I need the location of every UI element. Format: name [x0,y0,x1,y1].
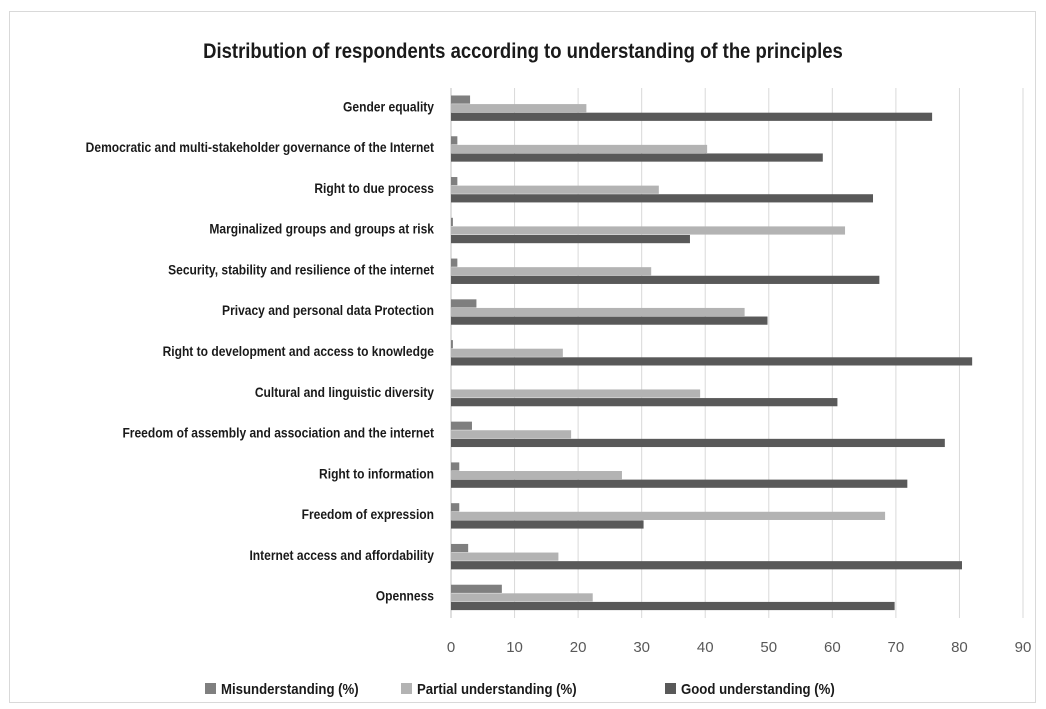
bar [451,430,572,439]
bar [451,95,471,104]
bar [451,267,652,276]
x-tick-label: 40 [697,639,714,656]
category-label: Right to development and access to knowl… [163,343,434,359]
bar [451,144,708,154]
x-tick-label: 60 [824,639,841,656]
bar [451,543,469,553]
legend-label: Misunderstanding (%) [221,680,359,697]
bar [451,503,460,512]
bar [451,479,908,488]
bar [451,561,962,570]
bar [451,104,587,113]
bar [451,438,945,448]
category-label: Internet access and affordability [249,547,434,563]
legend-item: Good understanding (%) [665,680,835,697]
bar [451,234,690,244]
bar [451,112,933,121]
x-tick-label: 70 [888,639,905,656]
legend-swatch [665,683,676,694]
category-label: Democratic and multi-stakeholder governa… [86,139,435,155]
bar [451,194,874,203]
bar [451,389,701,398]
bar [451,593,593,602]
category-label: Right to due process [314,180,434,196]
category-label: Privacy and personal data Protection [222,302,434,318]
bar [451,185,659,194]
chart-title: Distribution of respondents according to… [203,40,843,63]
x-tick-label: 80 [951,639,968,656]
bar [451,226,846,235]
bar [451,275,880,284]
bar [451,601,895,611]
category-label: Openness [376,588,434,604]
bar [451,471,622,480]
bar [451,136,458,145]
bar [451,552,559,561]
bar [451,340,453,349]
legend-item: Misunderstanding (%) [205,680,359,697]
x-tick-label: 10 [506,639,523,656]
legend-swatch [205,683,216,694]
bar [451,511,886,520]
bar [451,153,823,162]
legend-label: Partial understanding (%) [417,680,577,697]
bar [451,217,453,226]
bar [451,357,973,366]
chart-frame [9,11,1036,703]
bar [451,258,458,267]
bar [451,398,838,407]
x-tick-label: 90 [1015,639,1032,656]
x-tick-label: 20 [570,639,587,656]
bars [451,95,973,611]
category-labels: Gender equality Democratic and multi-stak… [86,99,435,604]
bar [451,299,477,308]
x-tick-label: 0 [447,639,455,656]
x-tick-label: 50 [760,639,777,656]
category-label: Right to information [319,465,434,481]
bar [451,421,472,430]
bar [451,316,768,325]
category-label: Gender equality [343,99,435,115]
bar [451,348,563,357]
category-label: Freedom of expression [302,506,434,522]
bar [451,307,745,317]
legend-label: Good understanding (%) [681,680,835,697]
bar [451,584,502,593]
legend-item: Partial understanding (%) [401,680,577,697]
category-label: Security, stability and resilience of th… [168,262,434,278]
category-label: Cultural and linguistic diversity [255,384,435,400]
bar [451,520,644,529]
category-label: Freedom of assembly and association and … [122,425,434,441]
legend-swatch [401,683,412,694]
x-tick-labels: 0 10 20 30 40 50 60 70 80 90 [447,639,1032,656]
bar [451,462,460,471]
x-tick-label: 30 [633,639,650,656]
legend: Misunderstanding (%) Partial understandin… [205,680,835,697]
bar [451,177,458,186]
category-label: Marginalized groups and groups at risk [209,221,434,237]
